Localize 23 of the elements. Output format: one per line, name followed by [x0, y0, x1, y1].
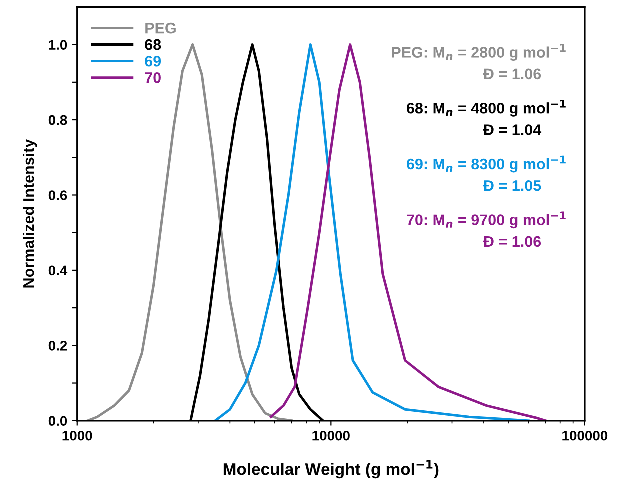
y-tick-label: 0.8: [48, 115, 68, 126]
x-axis-title: Molecular Weight (g mol$^{−1}$): [224, 460, 439, 479]
x-tick-label: 1000: [62, 430, 92, 441]
annotation: Đ = 1.06: [484, 236, 542, 248]
x-tick-label: 10000: [312, 430, 350, 441]
annotation: 68: M$_{n}$ = 4800 g mol$^{−1}$: [407, 100, 566, 117]
y-axis-title: Normalized Intensity: [22, 139, 38, 288]
annotation: Đ = 1.05: [484, 180, 542, 192]
x-tick-label: 100000: [562, 430, 608, 441]
y-tick-label: 1.0: [49, 40, 68, 50]
y-tick-label: 0.6: [48, 190, 68, 200]
legend-label: 68: [145, 39, 162, 50]
legend-label: 70: [145, 72, 161, 84]
annotation: 69: M$_{n}$ = 8300 g mol$^{−1}$: [407, 156, 566, 173]
annotation: Đ = 1.06: [484, 68, 542, 80]
annotation: 70: M$_{n}$ = 9700 g mol$^{−1}$: [407, 212, 566, 229]
y-tick-label: 0.0: [48, 416, 68, 426]
legend-label: PEG: [146, 22, 176, 34]
legend-label: 69: [145, 56, 162, 67]
annotation: PEG: M$_{n}$ = 2800 g mol$^{−1}$: [392, 44, 566, 62]
y-tick-label: 0.4: [48, 266, 68, 276]
annotation: Đ = 1.04: [484, 124, 542, 136]
y-tick-label: 0.2: [48, 341, 68, 351]
